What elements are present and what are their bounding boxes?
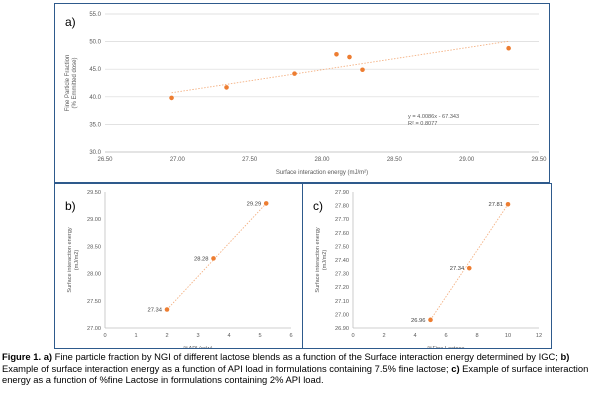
data-point xyxy=(334,51,339,57)
chart-c: c) 26.90 27.00 27.10 27.20 27.30 27.40 27.50 27.… xyxy=(313,190,542,352)
caption-b-tag: b) xyxy=(560,351,570,362)
x-tick-label: 10 xyxy=(505,333,511,339)
data-point xyxy=(505,201,511,207)
data-point xyxy=(506,45,511,51)
y-tick-label: 27.50 xyxy=(87,299,101,305)
y-tick-label: 29.50 xyxy=(87,190,101,196)
x-tick-label: 28.00 xyxy=(314,157,330,163)
trendline xyxy=(171,40,509,94)
x-tick-label: 27.50 xyxy=(242,157,258,163)
trendline xyxy=(430,203,509,321)
data-label: 27.34 xyxy=(450,266,465,272)
y-tick-label: 27.30 xyxy=(335,272,349,278)
x-tick-label: 4 xyxy=(227,333,230,339)
y-tick-label: 30.0 xyxy=(89,150,101,156)
y-tick-label: 27.60 xyxy=(335,231,349,237)
y-tick-label: 27.00 xyxy=(87,326,101,332)
data-label: 26.96 xyxy=(411,318,426,324)
y-axis-title: (% Emmitted dose) xyxy=(72,57,78,108)
x-axis-title: Surface interaction energy (mJ/m²) xyxy=(276,170,368,176)
data-label: 29.29 xyxy=(247,201,262,207)
caption-c-text: Example of surface interaction energy as… xyxy=(2,362,589,386)
y-tick-label: 28.50 xyxy=(87,244,101,250)
x-axis-title: %API (w/w) xyxy=(184,346,213,348)
y-tick-label: 40.0 xyxy=(89,95,101,101)
x-tick-label: 29.00 xyxy=(459,157,475,163)
caption-figure-label: Figure 1. xyxy=(2,351,42,362)
data-label: 27.81 xyxy=(488,202,503,208)
y-axis-title: (mJ/m2) xyxy=(322,250,328,271)
y-axis-title: Surface interaction energy xyxy=(315,227,321,293)
trendline xyxy=(166,203,267,310)
y-tick-label: 28.00 xyxy=(87,272,101,278)
y-tick-label: 27.00 xyxy=(335,312,349,318)
caption-c-tag: c) xyxy=(451,362,460,374)
x-tick-label: 8 xyxy=(475,333,478,339)
data-point xyxy=(347,54,352,60)
chart-panel-b: b) 27.00 27.50 28.00 28.50 29.00 29.50 0 1 2 3 4 5 6%… xyxy=(54,183,304,352)
y-tick-label: 50.0 xyxy=(89,40,101,46)
y-tick-label: 26.90 xyxy=(335,326,349,332)
x-tick-label: 27.00 xyxy=(170,157,186,163)
chart-b: b) 27.00 27.50 28.00 28.50 29.00 29.50 0 1 2 3 4 5 6%… xyxy=(65,190,293,352)
x-axis-title: %Fine Lactose xyxy=(427,346,464,348)
data-point xyxy=(263,201,269,206)
y-tick-label: 27.80 xyxy=(335,204,349,210)
x-tick-label: 0 xyxy=(351,333,354,339)
x-tick-label: 2 xyxy=(165,333,168,339)
x-tick-label: 1 xyxy=(134,333,137,339)
y-tick-label: 27.50 xyxy=(335,244,349,250)
data-label: 27.34 xyxy=(147,308,162,314)
x-tick-label: 26.50 xyxy=(97,157,113,163)
y-tick-label: 45.0 xyxy=(89,67,101,73)
x-tick-label: 6 xyxy=(444,333,447,339)
caption-a-tag: a) xyxy=(43,351,53,362)
x-tick-label: 4 xyxy=(413,333,416,339)
x-tick-label: 12 xyxy=(536,333,542,339)
chart-panel-a: a) 30.0 35.0 40.0 45.0 50.0 55.0 26.50 27.00 27.5… xyxy=(54,3,550,183)
caption-b-text: Example of surface interaction energy as… xyxy=(2,362,449,374)
data-point xyxy=(466,265,472,271)
x-tick-label: 2 xyxy=(382,333,385,339)
data-point xyxy=(164,307,170,312)
y-tick-label: 35.0 xyxy=(89,122,101,128)
x-tick-label: 29.50 xyxy=(531,157,547,163)
chart-panel-c: c) 26.90 27.00 27.10 27.20 27.30 27.40 27.50 27.… xyxy=(302,183,552,352)
x-tick-label: 6 xyxy=(289,333,292,339)
y-tick-label: 55.0 xyxy=(89,12,101,18)
x-tick-label: 28.50 xyxy=(387,157,403,163)
data-label: 28.28 xyxy=(194,256,209,262)
panel-label: a) xyxy=(65,15,76,29)
y-tick-label: 27.70 xyxy=(335,217,349,223)
x-tick-label: 5 xyxy=(258,333,261,339)
chart-a: a) 30.0 35.0 40.0 45.0 50.0 55.0 26.50 27.00 27.5… xyxy=(65,12,547,176)
y-tick-label: 27.20 xyxy=(335,285,349,291)
y-axis-title: Fine Particle Fraction xyxy=(65,55,71,112)
data-point xyxy=(428,317,433,323)
data-point xyxy=(360,67,365,73)
y-tick-label: 29.00 xyxy=(87,217,101,223)
y-tick-label: 27.10 xyxy=(335,299,349,305)
data-point xyxy=(169,95,174,101)
x-tick-label: 3 xyxy=(196,333,199,339)
data-point xyxy=(224,85,229,90)
data-point xyxy=(292,71,297,76)
x-tick-label: 0 xyxy=(103,333,106,339)
y-tick-label: 27.40 xyxy=(335,258,349,264)
y-axis-title: (mJ/m2) xyxy=(74,250,80,271)
y-tick-label: 27.90 xyxy=(335,190,349,196)
trendline-r2: R² = 0.8077 xyxy=(408,121,437,127)
figure-caption: Figure 1. a) Fine particle fraction by N… xyxy=(2,351,606,386)
panel-label: b) xyxy=(65,199,76,213)
caption-a-text: Fine particle fraction by NGI of differe… xyxy=(52,351,558,362)
y-axis-title: Surface interaction energy xyxy=(67,227,73,293)
panel-label: c) xyxy=(313,199,323,213)
trendline-equation: y = 4.0086x - 67.343 xyxy=(408,114,459,120)
data-point xyxy=(211,256,216,261)
